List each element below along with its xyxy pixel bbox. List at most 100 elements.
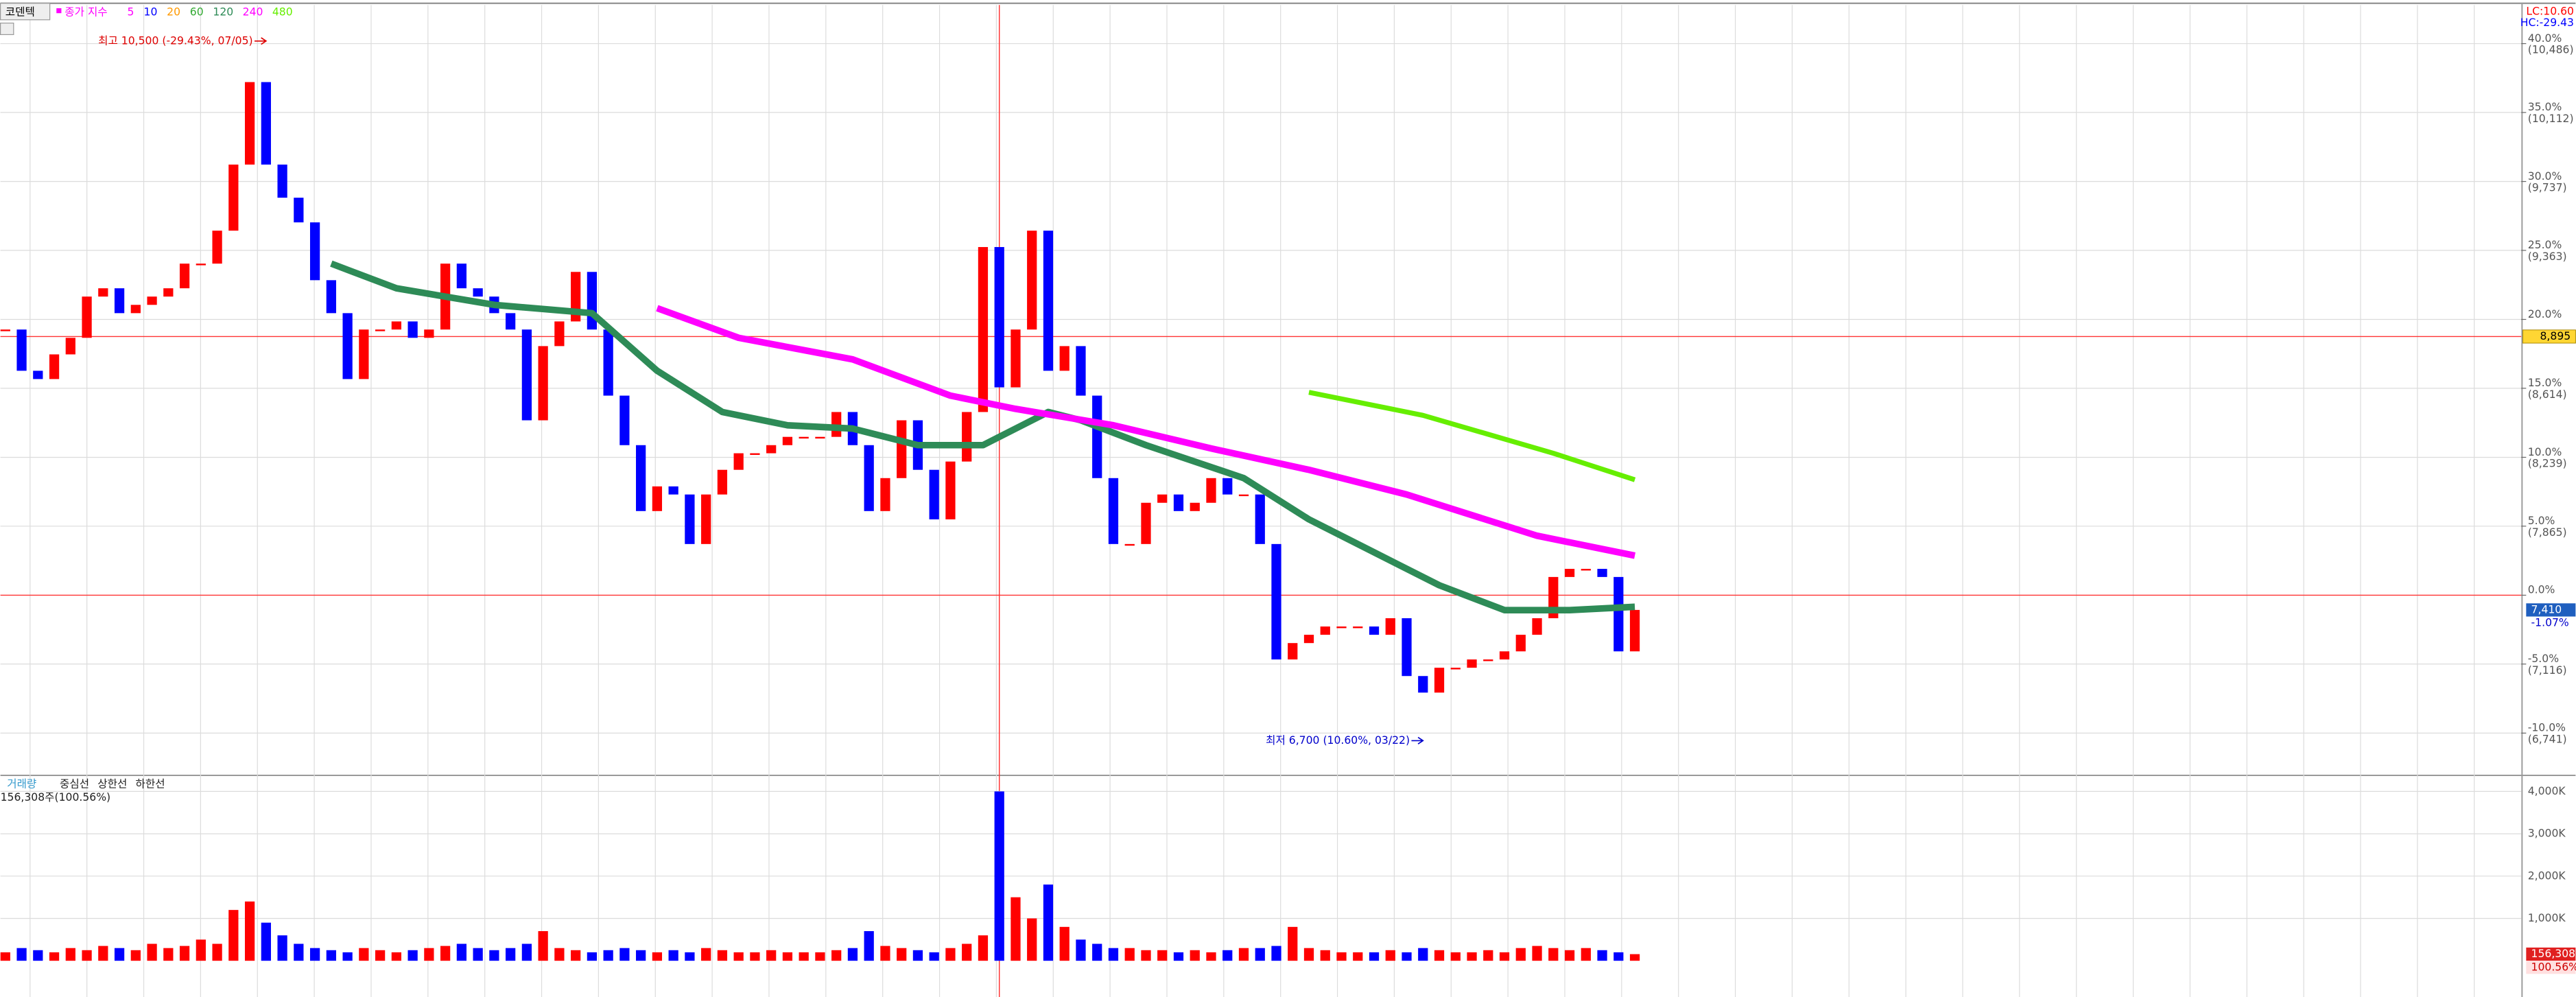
- volume-bar: [929, 952, 939, 961]
- candle: [1288, 643, 1298, 660]
- candle: [1450, 668, 1461, 670]
- volume-bar: [864, 930, 874, 961]
- volume-bar: [391, 952, 401, 961]
- candle: [994, 247, 1004, 388]
- y-tick-label: -5.0%: [2528, 653, 2559, 665]
- candle: [196, 263, 206, 266]
- legend-swatch: [56, 8, 62, 14]
- volume-bar: [847, 948, 858, 961]
- volume-tick-label: 1,000K: [2528, 912, 2566, 924]
- annotation: 최저 6,700 (10.60%, 03/22): [1266, 734, 1410, 747]
- legend-label: 종가 지수: [64, 6, 107, 19]
- volume-bar: [130, 950, 141, 961]
- volume-ratio-box: [2526, 961, 2576, 974]
- volume-bar: [1614, 952, 1624, 961]
- volume-bar: [1418, 948, 1428, 961]
- candle: [0, 329, 10, 331]
- candle: [652, 486, 663, 511]
- candle: [717, 469, 728, 495]
- candle: [554, 321, 565, 347]
- volume-bar: [473, 948, 483, 961]
- moving-average: [330, 260, 1635, 613]
- candle: [1629, 609, 1640, 652]
- volume-bar: [750, 952, 760, 961]
- candle: [815, 436, 825, 439]
- volume-bar: [1271, 946, 1281, 961]
- candle: [1467, 659, 1477, 668]
- stock-button[interactable]: [0, 3, 51, 21]
- y-tick-label: -10.0%: [2528, 722, 2566, 734]
- annotation: 최고 10,500 (-29.43%, 07/05): [98, 34, 253, 47]
- candle: [294, 198, 304, 223]
- y2-tick-label: (7,116): [2528, 664, 2567, 677]
- y-tick-label: 25.0%: [2528, 239, 2562, 251]
- candle: [65, 338, 75, 355]
- volume-bar: [1320, 950, 1330, 961]
- volume-legend: 상한선: [97, 778, 127, 790]
- y-tick-label: 20.0%: [2528, 308, 2562, 320]
- volume-bar: [571, 950, 581, 961]
- volume-bar: [1515, 948, 1526, 961]
- y2-tick-label: (6,741): [2528, 734, 2567, 746]
- volume-bar: [1385, 950, 1395, 961]
- volume-bar: [277, 935, 287, 961]
- candle: [33, 371, 43, 379]
- candle: [1222, 478, 1233, 495]
- corner-label: HC:-29.43: [2520, 16, 2574, 29]
- candle: [1255, 494, 1265, 544]
- candle: [1027, 231, 1037, 330]
- volume-bar: [636, 950, 646, 961]
- volume-bar: [1238, 948, 1249, 961]
- volume-bar: [65, 948, 75, 961]
- last-price-label: 7,410: [2531, 603, 2562, 615]
- volume-last-box: [2526, 947, 2576, 961]
- y-tick-label: 30.0%: [2528, 170, 2562, 183]
- volume-bar: [1108, 948, 1119, 961]
- candle: [326, 280, 336, 314]
- candle: [1515, 635, 1526, 652]
- volume-bar: [506, 948, 516, 961]
- volume-bar: [1076, 939, 1086, 961]
- volume-bar: [880, 946, 890, 961]
- volume-bar: [1499, 952, 1510, 961]
- volume-bar: [685, 952, 695, 961]
- volume-bar: [440, 946, 451, 961]
- menu-button[interactable]: [0, 23, 14, 36]
- last-price-box: [2526, 603, 2576, 617]
- annotation-arrow: [255, 37, 268, 45]
- reference-box: [2522, 329, 2576, 344]
- candle: [179, 263, 190, 289]
- candle: [1011, 329, 1021, 388]
- candle: [1141, 502, 1151, 544]
- volume-summary: 156,308주(100.56%): [1, 791, 111, 804]
- candle: [603, 329, 613, 396]
- volume-bar: [1548, 948, 1559, 961]
- volume-bar: [945, 948, 956, 961]
- y-tick-label: 35.0%: [2528, 101, 2562, 113]
- volume-bar: [1190, 950, 1200, 961]
- candle: [1336, 626, 1347, 629]
- volume-bar: [733, 952, 744, 961]
- y-tick-label: 40.0%: [2528, 32, 2562, 45]
- candle: [1597, 569, 1607, 577]
- volume-tick-label: 2,000K: [2528, 869, 2566, 882]
- candle: [49, 354, 60, 379]
- volume-bar: [619, 948, 630, 961]
- volume-bar: [1206, 952, 1216, 961]
- volume-bar: [1288, 926, 1298, 961]
- legend-item: 60: [190, 6, 204, 19]
- volume-bar: [521, 943, 532, 961]
- volume-bar: [766, 950, 777, 961]
- volume-last-label: 156,308: [2531, 948, 2576, 960]
- candle: [1238, 494, 1249, 497]
- y2-tick-label: (7,865): [2528, 526, 2567, 539]
- candle: [619, 395, 630, 445]
- candle: [1043, 231, 1054, 371]
- volume-bar: [1141, 950, 1151, 961]
- volume-bar: [244, 901, 255, 961]
- volume-bar: [668, 950, 678, 961]
- stock-name[interactable]: 코덴텍: [5, 6, 35, 19]
- volume-bar: [912, 950, 923, 961]
- volume-bar: [1353, 952, 1363, 961]
- candle: [685, 494, 695, 544]
